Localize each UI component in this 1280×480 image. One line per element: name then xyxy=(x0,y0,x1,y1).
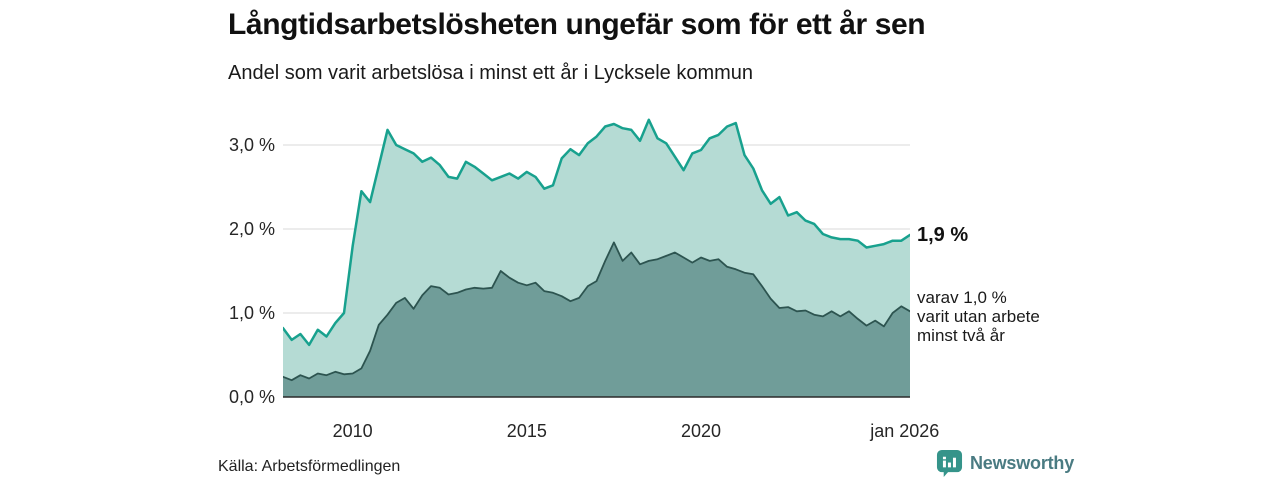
series1-end-value-label: 1,9 % xyxy=(917,224,969,246)
y-tick-label: 3,0 % xyxy=(228,134,275,155)
newsworthy-logo: Newsworthy xyxy=(936,449,1074,478)
source-text: Källa: Arbetsförmedlingen xyxy=(218,458,401,475)
x-tick-label: 2015 xyxy=(506,421,547,441)
series2-annotation-line3: minst två år xyxy=(917,326,1005,345)
series2-annotation-line2: varit utan arbete xyxy=(917,307,1040,326)
newsworthy-wordmark: Newsworthy xyxy=(970,453,1075,473)
y-tick-label: 2,0 % xyxy=(228,218,275,239)
newsworthy-icon xyxy=(936,450,963,477)
chart-title: Långtidsarbetslösheten ungefär som för e… xyxy=(228,8,926,41)
x-tick-label: 2020 xyxy=(680,421,722,441)
series2-end-annotation: varav 1,0 % varit utan arbete minst två … xyxy=(917,288,1040,345)
series2-annotation-line1: varav 1,0 % xyxy=(917,288,1007,307)
area-chart xyxy=(281,118,912,398)
y-tick-label: 1,0 % xyxy=(228,302,275,323)
plot-area xyxy=(281,107,912,398)
x-tick-label: 2010 xyxy=(332,421,373,441)
chart-subtitle: Andel som varit arbetslösa i minst ett å… xyxy=(228,62,754,84)
x-tick-label: jan 2026 xyxy=(870,421,940,441)
y-tick-label: 0,0 % xyxy=(228,387,275,407)
